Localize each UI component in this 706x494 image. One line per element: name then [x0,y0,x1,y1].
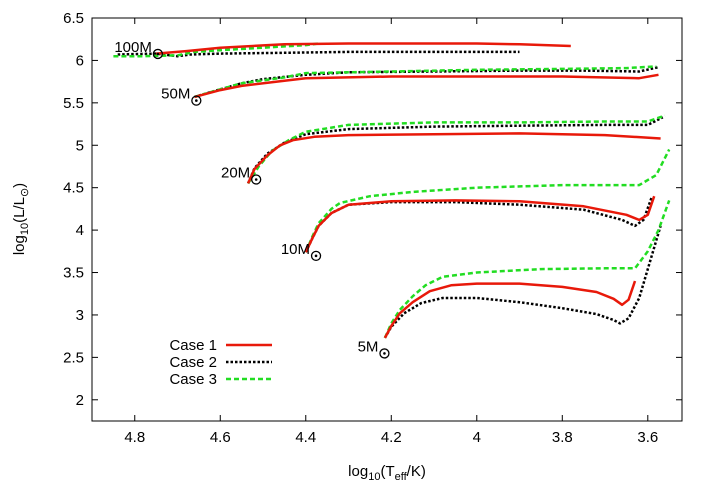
y-tick-label: 5 [76,137,84,154]
sun-symbol-dot-icon [314,254,318,258]
legend-label-case1: Case 1 [169,337,217,354]
axis-ticks: 4.8 4.6 4.4 4.2 4 3.8 3.6 2 2.5 3 3.5 4 4.5 5 5.5 6 6.5 [63,10,682,446]
x-axis-title: log10(Teff/K) [348,463,426,483]
sun-symbol-dot-icon [254,178,258,181]
x-tick-label: 4.6 [210,429,231,446]
x-tick-label: 3.8 [552,429,573,446]
mass-label-text: 50M [161,86,190,103]
x-tick-label: 4.2 [381,429,402,446]
mass-label-text: 5M [358,338,379,355]
track-line-case-1-4 [383,280,637,339]
track-line-case-3-0 [113,42,319,58]
sun-symbol-icon [310,250,322,262]
y-axis-title: log10(L/L⊙) [11,183,31,255]
sun-symbol-dot-icon [156,52,160,56]
x-tick-label: 4 [473,429,481,446]
mass-label-text: 10M [281,241,310,258]
track-line-case-3-3 [304,148,671,253]
y-tick-label: 4 [76,222,84,239]
sun-symbol-icon [191,95,202,106]
x-tick-label: 4.8 [124,429,145,446]
track-line-case-1-0 [155,42,571,55]
track-line-case-1-2 [246,132,661,184]
track-line-case-1-3 [304,195,656,253]
y-tick-label: 5.5 [63,95,84,112]
plot-frame [91,17,683,422]
legend-label-case2: Case 2 [169,354,217,371]
track-line-case-1-1 [194,73,659,99]
track-line-case-2-2 [246,116,664,184]
evolutionary-tracks [113,42,671,339]
mass-labels: 100M 50M 20M 10M 5M [114,39,390,359]
y-tick-label: 6 [76,52,84,69]
legend: Case 1 Case 2 Case 3 [169,337,272,388]
mass-label: 50M [161,86,202,106]
y-tick-label: 4.5 [63,180,84,197]
track-line-case-3-1 [194,65,657,99]
track-line-case-2-4 [383,225,662,339]
sun-symbol-dot-icon [195,99,198,102]
y-tick-label: 2 [76,392,84,409]
mass-label: 5M [358,338,390,359]
y-tick-label: 6.5 [63,10,84,27]
sun-symbol-dot-icon [383,352,386,355]
mass-label: 100M [114,39,164,60]
mass-label: 20M [221,165,262,185]
track-line-case-3-4 [383,199,671,339]
x-tick-label: 3.6 [637,429,658,446]
mass-label-text: 100M [114,39,152,56]
y-tick-label: 3 [76,307,84,324]
sun-symbol-icon [152,48,164,60]
mass-label-text: 20M [221,165,250,182]
y-tick-label: 2.5 [63,349,84,366]
legend-label-case3: Case 3 [169,371,217,388]
sun-symbol-icon [379,348,390,359]
x-tick-label: 4.4 [295,429,316,446]
sun-symbol-icon [251,174,262,185]
mass-label: 10M [281,241,322,262]
y-tick-label: 3.5 [63,265,84,282]
